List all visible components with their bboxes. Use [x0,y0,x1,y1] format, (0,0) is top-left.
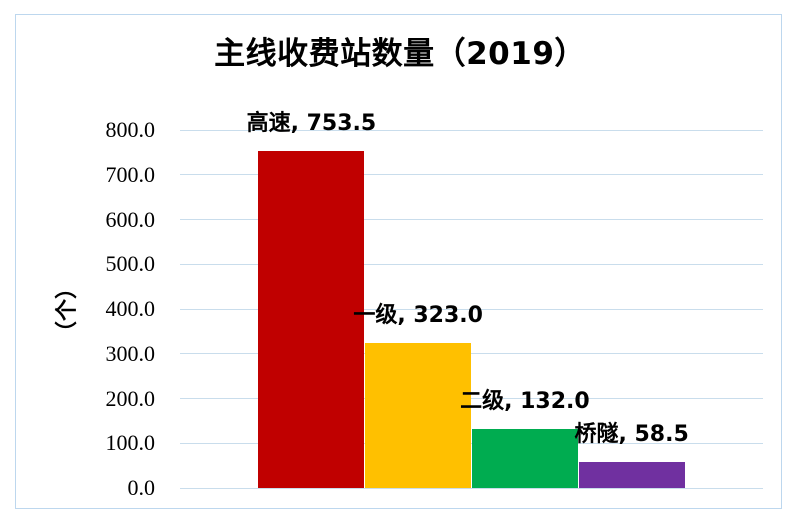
gridline-0.0 [180,487,763,489]
gridline-100.0 [180,442,763,444]
bar-一级 [365,343,471,488]
gridline-700.0 [180,174,763,176]
gridline-200.0 [180,398,763,399]
y-tick-label-500.0: 500.0 [105,251,156,277]
gridline-400.0 [180,308,763,310]
data-label-高速: 高速, 753.5 [246,110,377,136]
data-label-一级: 一级, 323.0 [353,303,483,329]
gridlines-layer [180,129,763,489]
y-tick-label-200.0: 200.0 [105,385,156,411]
y-tick-label-100.0: 100.0 [105,430,156,456]
y-tick-label-600.0: 600.0 [105,206,156,232]
data-label-桥隧: 桥隧, 58.5 [574,421,689,447]
gridline-800.0 [180,129,763,131]
y-tick-label-300.0: 300.0 [105,340,156,366]
bar-桥隧 [579,461,685,488]
bar-二级 [472,428,578,488]
y-tick-label-800.0: 800.0 [105,117,156,142]
y-tick-label-0.0: 0.0 [127,475,156,500]
chart-border-frame [15,14,782,509]
gridline-600.0 [180,219,763,220]
bars-layer [258,130,685,488]
y-tick-label-400.0: 400.0 [105,296,156,321]
bar-高速 [258,150,364,488]
chart-title: 主线收费站数量（2019） [214,36,586,72]
gridline-500.0 [180,263,763,265]
data-label-二级: 二级, 132.0 [460,388,590,414]
y-tick-label-700.0: 700.0 [105,161,156,187]
gridline-300.0 [180,353,763,355]
plot-area: 高速, 753.5 一级, 323.0 二级, 132.0 桥隧, 58.5 [180,112,763,489]
